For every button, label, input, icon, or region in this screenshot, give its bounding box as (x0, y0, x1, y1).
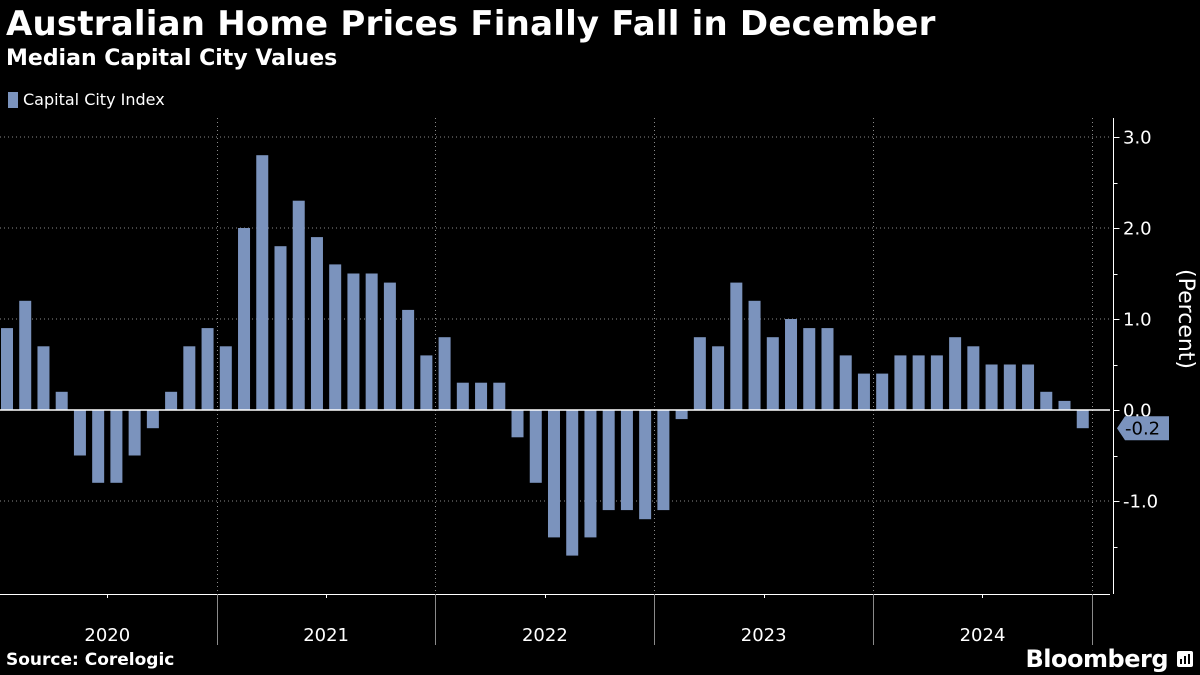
bar (292, 200, 305, 410)
bar (493, 382, 506, 410)
bar (438, 337, 451, 410)
x-tick-label: 2022 (522, 625, 568, 646)
bar (456, 382, 469, 410)
bar (785, 319, 798, 410)
bar (274, 246, 287, 410)
bar (912, 355, 925, 410)
last-value-callout (1117, 416, 1169, 441)
bar (420, 355, 433, 410)
bloomberg-terminal-icon (1177, 651, 1193, 667)
y-tick-label: 2.0 (1123, 219, 1152, 240)
bar (383, 282, 396, 410)
bar (748, 300, 761, 410)
chart-title: Australian Home Prices Finally Fall in D… (6, 4, 936, 44)
bar (839, 355, 852, 410)
bar (511, 410, 524, 438)
bar (402, 309, 415, 410)
bar (165, 391, 178, 410)
bar (675, 410, 688, 420)
bar (894, 355, 907, 410)
x-tick-label: 2024 (960, 625, 1006, 646)
bar (1058, 400, 1071, 410)
bar (547, 410, 560, 538)
bar (73, 410, 86, 456)
bar (475, 382, 488, 410)
bar (329, 264, 342, 410)
bar (602, 410, 615, 511)
source-note: Source: Corelogic (6, 650, 175, 670)
chart-subtitle: Median Capital City Values (6, 46, 338, 71)
x-tick-label: 2021 (303, 625, 349, 646)
bar (620, 410, 633, 511)
bar (967, 346, 980, 410)
bar (256, 155, 269, 410)
bar (584, 410, 597, 538)
bar (529, 410, 542, 483)
bar (1022, 364, 1035, 410)
legend: Capital City Index (8, 90, 165, 109)
legend-swatch (8, 91, 18, 108)
bar (712, 346, 725, 410)
bar (238, 228, 251, 410)
bar (219, 346, 232, 410)
bar (930, 355, 943, 410)
bar (985, 364, 998, 410)
bar (821, 328, 834, 410)
bar (566, 410, 579, 556)
y-tick-label: 1.0 (1123, 310, 1152, 331)
bar (876, 373, 889, 410)
bar (766, 337, 779, 410)
bar (19, 300, 32, 410)
bar (693, 337, 706, 410)
bar (183, 346, 196, 410)
x-tick-label: 2020 (84, 625, 130, 646)
bar (1, 328, 13, 410)
y-tick-label: -1.0 (1123, 492, 1158, 513)
bar (1003, 364, 1016, 410)
bar (949, 337, 962, 410)
bar (310, 237, 323, 410)
bar (37, 346, 50, 410)
last-value-label: -0.2 (1125, 419, 1160, 440)
bloomberg-logo: Bloomberg (1025, 645, 1169, 673)
bar (92, 410, 105, 483)
bar (347, 273, 360, 410)
bar (730, 282, 743, 410)
bar (110, 410, 123, 483)
bar (128, 410, 141, 456)
bar (639, 410, 652, 520)
y-tick-label: 3.0 (1123, 128, 1152, 149)
bar (201, 328, 214, 410)
bar (803, 328, 816, 410)
bar (657, 410, 670, 511)
bar (1040, 391, 1053, 410)
bar (365, 273, 378, 410)
legend-label: Capital City Index (23, 90, 165, 109)
bar (55, 391, 68, 410)
bar (1076, 410, 1089, 429)
bar (146, 410, 159, 429)
y-axis-title: (Percent) (1173, 269, 1198, 369)
x-tick-label: 2023 (741, 625, 787, 646)
bar (857, 373, 870, 410)
